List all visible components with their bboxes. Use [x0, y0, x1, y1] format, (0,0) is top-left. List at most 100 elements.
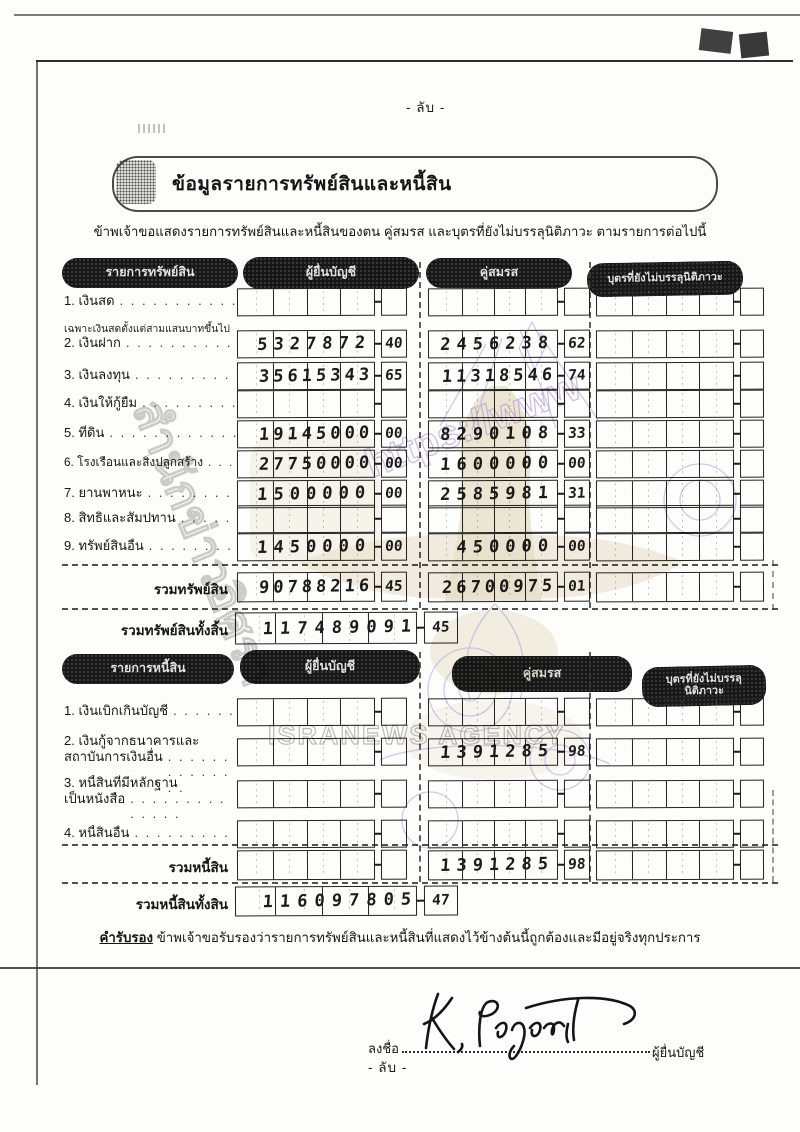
- amount-field-declarant-total: [236, 849, 408, 881]
- page-border-left: [36, 60, 38, 1085]
- digit: 5: [256, 334, 269, 355]
- dots-leader: . . . . . . . . . . . . . .: [148, 538, 236, 553]
- column-divider: [772, 790, 774, 882]
- amount-box: [595, 287, 735, 317]
- handwritten-amount: [596, 698, 734, 726]
- digit: 0: [358, 452, 370, 474]
- dots-leader: . . . . . . . . . . . . . .: [147, 485, 236, 500]
- digit: 3: [258, 366, 270, 387]
- label-line: เป็นหนังสือ. . . . . . . . . . . . . .: [64, 791, 236, 822]
- handwritten-amount: [237, 288, 375, 316]
- handwritten-satang: 00: [384, 425, 404, 442]
- digit: 9: [272, 424, 285, 445]
- dots-leader: . . . . . . . . . . . . . .: [134, 825, 236, 840]
- digit: 0: [272, 577, 285, 598]
- amount-field-spouse: 8 2 9 0 1 0 8 33: [427, 419, 591, 449]
- amount-box: [595, 504, 735, 534]
- certification-text: ข้าพเจ้าขอรับรองว่ารายการทรัพย์สินและหนี…: [156, 930, 701, 945]
- digit: 0: [343, 453, 356, 474]
- digit: 9: [472, 742, 484, 763]
- satang-box: 74: [563, 361, 591, 390]
- digit: 2: [504, 854, 517, 875]
- liabilities-row-label: 2. เงินกู้จากธนาคารและ สถาบันการเงินอื่น.…: [64, 733, 236, 795]
- digit: 7: [296, 618, 309, 639]
- digit: 3: [358, 364, 370, 386]
- digit: 8: [520, 741, 533, 762]
- digit: 4: [455, 334, 468, 355]
- row-divider: [62, 882, 778, 884]
- amount-box: [236, 697, 376, 727]
- signature-label: ลงชื่อ: [368, 1041, 399, 1056]
- digit: 5: [472, 537, 484, 558]
- digit: 0: [382, 889, 395, 911]
- amount-box: [595, 449, 735, 479]
- amount-field-declarant: [236, 697, 408, 727]
- handwritten-satang: 01: [567, 578, 587, 595]
- amount-box: [236, 504, 376, 534]
- digit: 6: [286, 366, 299, 387]
- amount-box: [595, 737, 735, 767]
- digit: 9: [512, 576, 525, 597]
- digit: 1: [484, 366, 496, 387]
- satang-box: 45: [423, 611, 459, 644]
- amount-field-declarant: 3 5 6 1 5 3 4 3 65: [236, 361, 408, 391]
- amount-box: [595, 361, 735, 391]
- handwritten-amount: [428, 505, 558, 533]
- digit: 3: [520, 333, 533, 354]
- amount-field-declarant: 5 3 2 7 8 7 2 40: [236, 329, 408, 359]
- digit: 5: [301, 453, 313, 475]
- label-text: 2. เงินฝาก: [64, 335, 121, 350]
- page-title: ข้อมูลรายการทรัพย์สินและหนี้สิน: [172, 174, 452, 195]
- amount-field-declarant: [236, 504, 408, 534]
- digit: 3: [469, 366, 482, 387]
- digit: 5: [272, 366, 285, 387]
- satang-box: [563, 779, 591, 808]
- amount-field-declarant: [236, 287, 408, 317]
- satang-box: 47: [423, 885, 459, 916]
- digit: 6: [488, 333, 500, 355]
- digit: 0: [537, 453, 549, 474]
- digit: 1: [537, 483, 549, 504]
- dots-leader: . . . . . . . . . . . . . .: [119, 293, 236, 308]
- satang-box: 62: [563, 329, 591, 358]
- digit: 1: [261, 892, 274, 913]
- satang-box: 98: [563, 737, 591, 766]
- digit: 0: [321, 483, 334, 504]
- amount-box: [427, 819, 559, 849]
- amount-box: [595, 571, 735, 603]
- liabilities-row-label: 3. หนี้สินที่มีหลักฐาน เป็นหนังสือ. . . .…: [64, 775, 236, 822]
- digit: 0: [329, 453, 342, 474]
- classification-top: - ลับ -: [406, 100, 446, 115]
- handwritten-amount: [596, 390, 734, 418]
- liab-total-label: รวมหนี้สิน: [168, 860, 228, 875]
- amount-field-spouse: [427, 287, 591, 317]
- handwritten-amount: [428, 288, 558, 316]
- assets-col-header-spouse: คู่สมรส: [426, 258, 572, 288]
- handwritten-amount: [237, 820, 375, 848]
- satang-box: 65: [380, 361, 408, 390]
- digit: 0: [337, 483, 350, 504]
- digit: 7: [286, 577, 299, 598]
- amount-field-spouse-total: 2 6 7 0 0 9 7 5 01: [427, 571, 591, 603]
- handwritten-amount: [596, 820, 734, 848]
- amount-field-spouse-total: 1 3 9 1 2 8 5 98: [427, 849, 591, 881]
- amount-field-liab-grand-total: 1 1 6 0 9 7 8 0 5 47: [234, 885, 459, 917]
- label-text: 4. เงินให้กู้ยืม: [64, 395, 138, 410]
- digit: 1: [261, 619, 274, 640]
- digit: 0: [358, 422, 370, 444]
- handwritten-satang: 74: [567, 367, 587, 384]
- handwritten-amount: [596, 362, 734, 390]
- amount-field-spouse: [427, 504, 591, 534]
- amount-box: [236, 819, 376, 849]
- label-text: 1. เงินสด: [64, 293, 115, 308]
- digit: 0: [337, 536, 350, 557]
- amount-box: [595, 419, 735, 449]
- amount-field-spouse: [427, 819, 591, 849]
- amount-box: [427, 389, 559, 419]
